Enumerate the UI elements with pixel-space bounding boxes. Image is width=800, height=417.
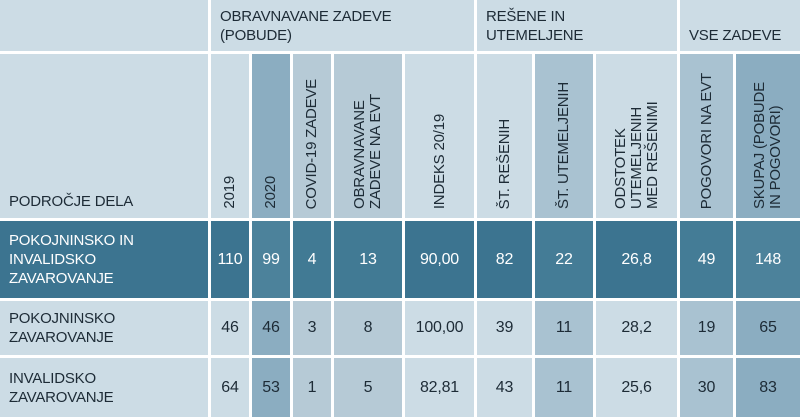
value-text: 4 xyxy=(307,250,317,268)
column-header-label: 2020 xyxy=(262,176,279,209)
row-header-cell: PODROČJE DELA xyxy=(0,54,208,218)
value-text: 3 xyxy=(307,319,317,336)
value-cell: 13 xyxy=(334,221,402,298)
column-header-label: COVID-19 ZADEVE xyxy=(303,78,320,209)
column-header-label: OBRAVNAVANE ZADEVE NA EVT xyxy=(351,94,384,209)
corner-cell xyxy=(0,0,208,51)
column-header-cell: OBRAVNAVANE ZADEVE NA EVT xyxy=(334,54,402,218)
value-text: 28,2 xyxy=(621,319,652,336)
value-text: 25,6 xyxy=(621,378,652,396)
value-cell: 100,00 xyxy=(405,301,474,355)
value-cell: 4 xyxy=(293,221,331,298)
value-text: 90,00 xyxy=(419,250,460,268)
value-cell: 82,81 xyxy=(405,358,474,417)
value-text: 8 xyxy=(363,319,373,336)
value-cell: 11 xyxy=(535,301,593,355)
value-cell: 22 xyxy=(535,221,593,298)
value-cell: 30 xyxy=(680,358,733,417)
group-header-label: OBRAVNAVANE ZADEVE (POBUDE) xyxy=(220,8,392,44)
group-header-label: REŠENE IN UTEMELJENE xyxy=(486,8,584,44)
value-cell: 5 xyxy=(334,358,402,417)
column-header-label: 2019 xyxy=(221,176,238,209)
row-label-cell: INVALIDSKO ZAVAROVANJE xyxy=(0,358,208,417)
value-cell: 11 xyxy=(535,358,593,417)
value-cell: 82 xyxy=(477,221,532,298)
column-header-label: INDEKS 20/19 xyxy=(430,113,448,209)
value-text: 11 xyxy=(555,319,573,336)
column-header-cell: ODSTOTEK UTEMELJENIH MED REŠENIMI xyxy=(596,54,677,218)
value-cell: 46 xyxy=(252,301,290,355)
column-header-cell: COVID-19 ZADEVE xyxy=(293,54,331,218)
value-text: 53 xyxy=(262,378,280,396)
value-text: 83 xyxy=(759,378,777,396)
row-header-label: PODROČJE DELA xyxy=(9,193,134,210)
value-text: 39 xyxy=(495,319,514,336)
value-text: 65 xyxy=(759,319,777,336)
row-label-cell: POKOJNINSKO IN INVALIDSKO ZAVAROVANJE xyxy=(0,221,208,298)
column-header-cell: ŠT. REŠENIH xyxy=(477,54,532,218)
value-cell: 49 xyxy=(680,221,733,298)
value-text: 26,8 xyxy=(621,250,652,268)
column-header-cell: POGOVORI NA EVT xyxy=(680,54,733,218)
column-header-cell: ŠT. UTEMELJENIH xyxy=(535,54,593,218)
value-cell: 64 xyxy=(211,358,249,417)
value-cell: 3 xyxy=(293,301,331,355)
value-text: 11 xyxy=(555,378,573,396)
value-cell: 19 xyxy=(680,301,733,355)
value-text: 82 xyxy=(495,250,514,268)
column-header-label: ŠT. REŠENIH xyxy=(495,118,513,209)
value-text: 5 xyxy=(363,378,373,396)
value-text: 30 xyxy=(697,378,716,396)
value-text: 100,00 xyxy=(415,319,464,336)
value-text: 46 xyxy=(262,319,280,336)
value-cell: 110 xyxy=(211,221,249,298)
group-header-cell: OBRAVNAVANE ZADEVE (POBUDE) xyxy=(211,0,474,51)
value-cell: 53 xyxy=(252,358,290,417)
column-header-label: ODSTOTEK UTEMELJENIH MED REŠENIMI xyxy=(611,101,661,209)
column-header-cell: SKUPAJ (POBUDE IN POGOVORI) xyxy=(736,54,800,218)
value-text: 46 xyxy=(221,319,239,336)
value-text: 19 xyxy=(697,319,716,336)
value-cell: 25,6 xyxy=(596,358,677,417)
value-cell: 90,00 xyxy=(405,221,474,298)
value-cell: 99 xyxy=(252,221,290,298)
value-text: 43 xyxy=(495,378,514,396)
value-text: 148 xyxy=(754,250,782,268)
group-header-cell: REŠENE IN UTEMELJENE xyxy=(477,0,677,51)
value-cell: 65 xyxy=(736,301,800,355)
column-header-label: POGOVORI NA EVT xyxy=(697,72,715,209)
value-cell: 43 xyxy=(477,358,532,417)
value-cell: 148 xyxy=(736,221,800,298)
value-cell: 46 xyxy=(211,301,249,355)
value-cell: 26,8 xyxy=(596,221,677,298)
column-header-cell: 2019 xyxy=(211,54,249,218)
row-label: POKOJNINSKO ZAVAROVANJE xyxy=(9,310,116,346)
column-header-cell: 2020 xyxy=(252,54,290,218)
group-header-label: VSE ZADEVE xyxy=(689,27,782,44)
value-text: 22 xyxy=(555,250,573,268)
value-text: 1 xyxy=(307,378,317,396)
group-header-cell: VSE ZADEVE xyxy=(680,0,800,51)
row-label: POKOJNINSKO IN INVALIDSKO ZAVAROVANJE xyxy=(9,232,134,287)
value-text: 99 xyxy=(262,250,280,268)
value-text: 64 xyxy=(221,378,239,396)
column-header-label: SKUPAJ (POBUDE IN POGOVORI) xyxy=(751,82,784,209)
value-text: 49 xyxy=(697,250,716,268)
value-cell: 28,2 xyxy=(596,301,677,355)
row-label-cell: POKOJNINSKO ZAVAROVANJE xyxy=(0,301,208,355)
value-cell: 39 xyxy=(477,301,532,355)
column-header-cell: INDEKS 20/19 xyxy=(405,54,474,218)
value-text: 110 xyxy=(217,250,243,268)
value-text: 82,81 xyxy=(419,378,460,396)
value-cell: 1 xyxy=(293,358,331,417)
row-label: INVALIDSKO ZAVAROVANJE xyxy=(9,369,114,406)
value-cell: 8 xyxy=(334,301,402,355)
value-cell: 83 xyxy=(736,358,800,417)
column-header-label: ŠT. UTEMELJENIH xyxy=(555,81,572,209)
value-text: 13 xyxy=(359,250,377,268)
